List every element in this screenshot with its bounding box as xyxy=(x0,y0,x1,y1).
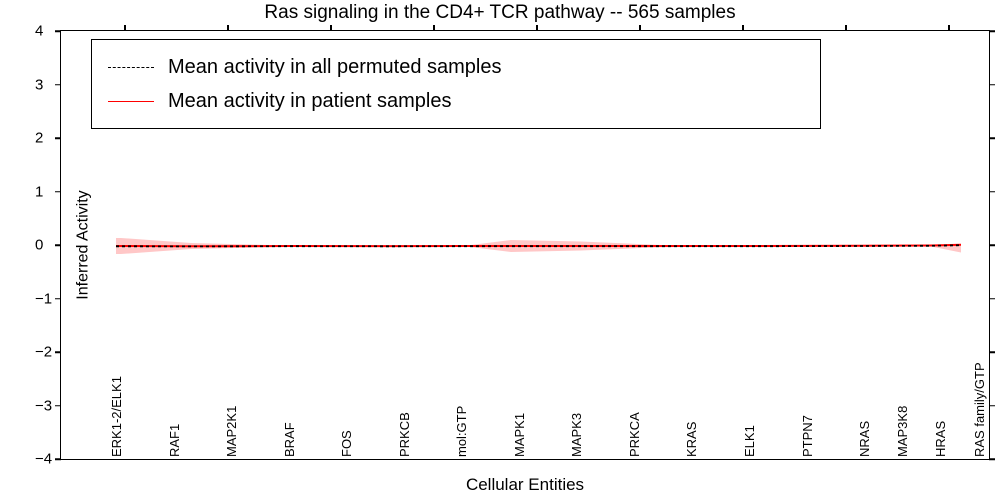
y-tick-neg4: −4 xyxy=(35,451,52,468)
y-tick-4: 4 xyxy=(35,23,43,40)
x-label-0: ERK1-2/ELK1 xyxy=(109,376,124,457)
x-label-10: KRAS xyxy=(684,422,699,457)
x-label-13: NRAS xyxy=(857,421,872,457)
x-label-1: RAF1 xyxy=(167,424,182,457)
x-label-4: FOS xyxy=(339,430,354,457)
y-tick-neg2: −2 xyxy=(35,344,52,361)
plot-area: Inferred Activity 4 3 2 1 0 −1 −2 −3 −4 xyxy=(60,30,990,460)
y-tick-3: 3 xyxy=(35,76,43,93)
x-label-7: MAPK1 xyxy=(512,413,527,457)
y-tick-1: 1 xyxy=(35,183,43,200)
x-label-6: mol:GTP xyxy=(454,406,469,457)
x-label-11: ELK1 xyxy=(742,425,757,457)
x-label-12: PTPN7 xyxy=(800,415,815,457)
x-label-5: PRKCB xyxy=(397,412,412,457)
x-label-2: MAP2K1 xyxy=(224,406,239,457)
y-tick-0: 0 xyxy=(35,237,43,254)
x-label-3: BRAF xyxy=(282,422,297,457)
x-axis-title: Cellular Entities xyxy=(466,475,584,495)
y-tick-2: 2 xyxy=(35,130,43,147)
x-label-14: MAP3K8 xyxy=(895,406,910,457)
x-label-15: HRAS xyxy=(933,421,948,457)
chart-title: Ras signaling in the CD4+ TCR pathway --… xyxy=(0,2,1000,24)
x-label-16: RAS family/GTP xyxy=(972,362,987,457)
data-series-svg xyxy=(61,31,991,461)
y-tick-neg3: −3 xyxy=(35,397,52,414)
x-label-9: PRKCA xyxy=(627,412,642,457)
chart-root: Ras signaling in the CD4+ TCR pathway --… xyxy=(0,0,1000,500)
x-label-8: MAPK3 xyxy=(569,413,584,457)
y-tick-neg1: −1 xyxy=(35,290,52,307)
